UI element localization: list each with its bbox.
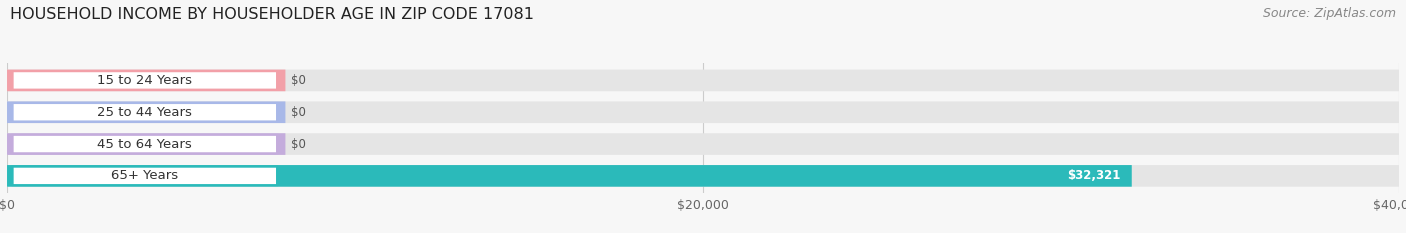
FancyBboxPatch shape xyxy=(7,133,1399,155)
FancyBboxPatch shape xyxy=(7,70,1399,91)
Text: $0: $0 xyxy=(291,106,307,119)
Text: $0: $0 xyxy=(291,74,307,87)
FancyBboxPatch shape xyxy=(7,70,285,91)
FancyBboxPatch shape xyxy=(7,133,285,155)
Text: HOUSEHOLD INCOME BY HOUSEHOLDER AGE IN ZIP CODE 17081: HOUSEHOLD INCOME BY HOUSEHOLDER AGE IN Z… xyxy=(10,7,534,22)
Text: 45 to 64 Years: 45 to 64 Years xyxy=(97,137,193,151)
Text: 25 to 44 Years: 25 to 44 Years xyxy=(97,106,193,119)
FancyBboxPatch shape xyxy=(7,101,1399,123)
FancyBboxPatch shape xyxy=(7,165,1399,187)
FancyBboxPatch shape xyxy=(13,71,277,90)
Text: Source: ZipAtlas.com: Source: ZipAtlas.com xyxy=(1263,7,1396,20)
FancyBboxPatch shape xyxy=(7,101,285,123)
FancyBboxPatch shape xyxy=(13,167,277,185)
FancyBboxPatch shape xyxy=(13,135,277,153)
Text: 15 to 24 Years: 15 to 24 Years xyxy=(97,74,193,87)
Text: $0: $0 xyxy=(291,137,307,151)
FancyBboxPatch shape xyxy=(7,165,1132,187)
Text: $32,321: $32,321 xyxy=(1067,169,1121,182)
FancyBboxPatch shape xyxy=(13,103,277,121)
Text: 65+ Years: 65+ Years xyxy=(111,169,179,182)
